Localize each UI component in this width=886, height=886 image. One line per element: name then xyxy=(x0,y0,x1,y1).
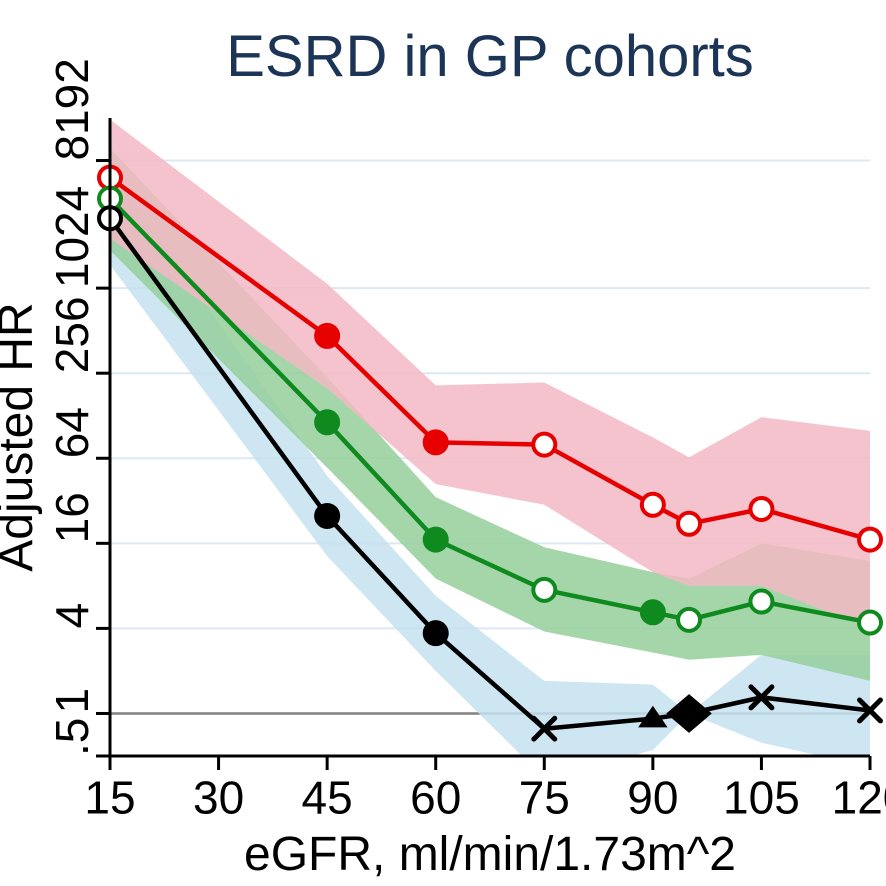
x-tick-label: 15 xyxy=(84,772,135,824)
y-axis-label: Adjusted HR xyxy=(0,302,43,571)
x-tick-label: 90 xyxy=(627,772,678,824)
y-tick-label: 1024 xyxy=(46,186,98,288)
x-tick-label: 60 xyxy=(410,772,461,824)
y-tick-label: 1 xyxy=(46,688,98,714)
x-tick-label: 120 xyxy=(832,772,886,824)
y-tick-label: .5 xyxy=(46,718,98,756)
x-tick-label: 75 xyxy=(519,772,570,824)
x-axis-label: eGFR, ml/min/1.73m^2 xyxy=(244,828,736,881)
y-tick-label: 16 xyxy=(46,492,98,543)
y-tick-label: 8192 xyxy=(46,58,98,160)
y-tick-label: 64 xyxy=(46,407,98,458)
esrd-chart: 15 30 45 60 75 90 105 120 .5 1 4 16 64 256 1024 8192 eGF… xyxy=(0,0,886,886)
x-tick-label: 105 xyxy=(723,772,800,824)
y-tick-label: 4 xyxy=(46,603,98,629)
chart-title: ESRD in GP cohorts xyxy=(226,24,754,89)
x-tick-label: 45 xyxy=(302,772,353,824)
y-tick-label: 256 xyxy=(46,296,98,373)
x-tick-label: 30 xyxy=(193,772,244,824)
